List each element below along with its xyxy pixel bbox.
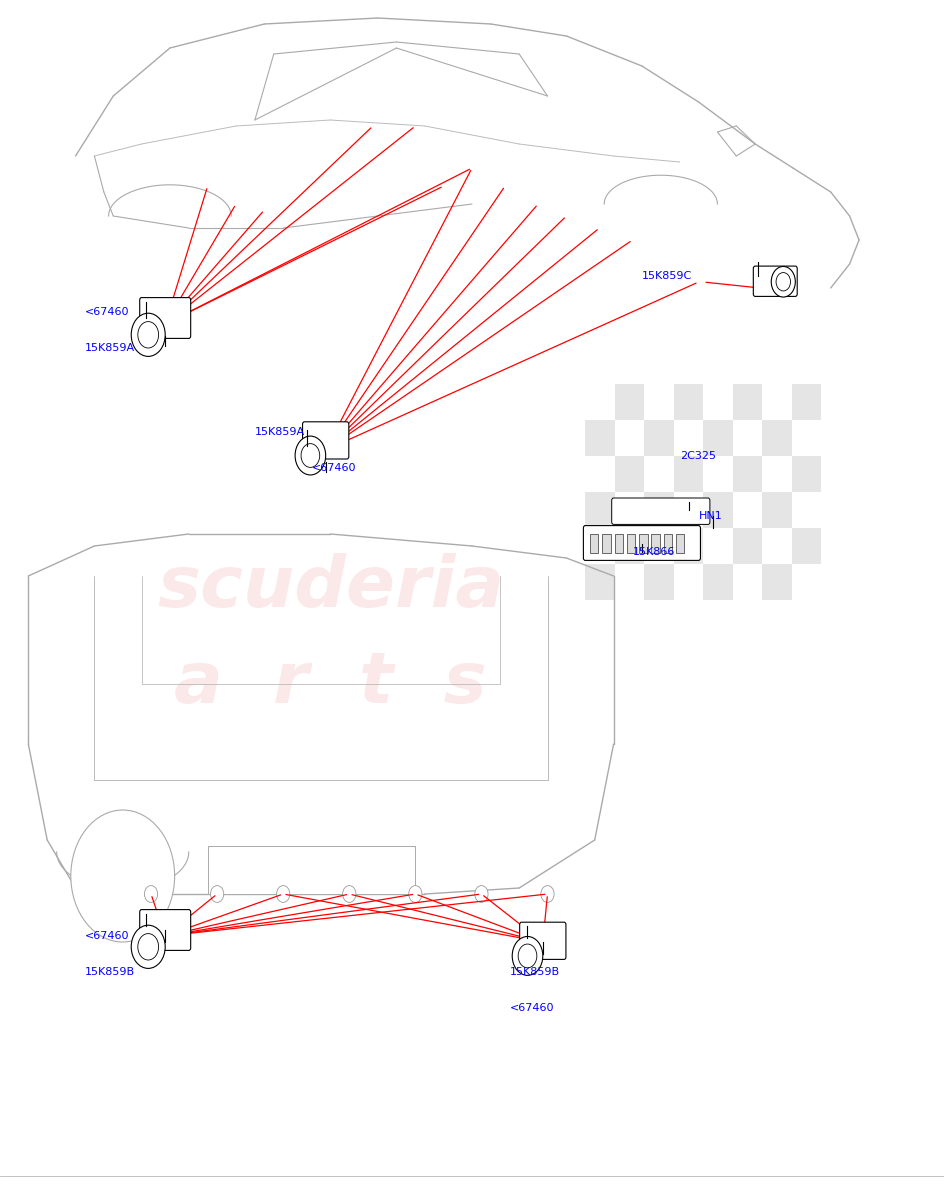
Bar bbox=[674, 456, 703, 492]
Text: HN1: HN1 bbox=[699, 511, 722, 521]
Bar bbox=[792, 528, 821, 564]
Circle shape bbox=[771, 266, 795, 298]
Circle shape bbox=[131, 925, 165, 968]
Circle shape bbox=[475, 886, 488, 902]
Bar bbox=[615, 456, 644, 492]
Bar bbox=[703, 420, 733, 456]
Circle shape bbox=[343, 886, 356, 902]
Bar bbox=[644, 492, 674, 528]
FancyBboxPatch shape bbox=[583, 526, 700, 560]
Bar bbox=[792, 456, 821, 492]
Circle shape bbox=[211, 886, 224, 902]
Text: 15K859A: 15K859A bbox=[255, 427, 305, 437]
Text: <67460: <67460 bbox=[85, 931, 129, 941]
Bar bbox=[602, 534, 611, 553]
Bar bbox=[644, 420, 674, 456]
Bar bbox=[664, 534, 672, 553]
Text: 15K866: 15K866 bbox=[632, 547, 675, 557]
Text: 15K859B: 15K859B bbox=[85, 967, 135, 977]
Circle shape bbox=[131, 313, 165, 356]
Bar bbox=[585, 420, 615, 456]
Bar bbox=[585, 492, 615, 528]
Text: 15K859A: 15K859A bbox=[85, 343, 135, 353]
Circle shape bbox=[776, 272, 790, 290]
Bar bbox=[676, 534, 684, 553]
Bar bbox=[615, 534, 623, 553]
Text: 15K859B: 15K859B bbox=[510, 967, 560, 977]
Bar bbox=[651, 534, 660, 553]
Bar bbox=[615, 384, 644, 420]
FancyBboxPatch shape bbox=[612, 498, 710, 524]
Text: <67460: <67460 bbox=[510, 1003, 554, 1013]
Bar bbox=[674, 528, 703, 564]
Circle shape bbox=[513, 936, 543, 976]
Bar bbox=[733, 528, 763, 564]
Circle shape bbox=[409, 886, 422, 902]
Bar bbox=[208, 846, 415, 894]
Circle shape bbox=[144, 886, 158, 902]
Bar bbox=[763, 564, 792, 600]
Bar bbox=[792, 384, 821, 420]
Circle shape bbox=[295, 436, 326, 475]
Circle shape bbox=[277, 886, 290, 902]
Circle shape bbox=[518, 944, 537, 967]
FancyBboxPatch shape bbox=[519, 922, 566, 960]
FancyBboxPatch shape bbox=[140, 298, 191, 338]
Text: 15K859C: 15K859C bbox=[642, 271, 692, 281]
Circle shape bbox=[301, 444, 320, 468]
Circle shape bbox=[138, 934, 159, 960]
FancyBboxPatch shape bbox=[753, 266, 798, 296]
Bar bbox=[703, 492, 733, 528]
Text: <67460: <67460 bbox=[312, 463, 356, 473]
Bar bbox=[639, 534, 648, 553]
Bar bbox=[627, 534, 635, 553]
Circle shape bbox=[138, 322, 159, 348]
FancyBboxPatch shape bbox=[140, 910, 191, 950]
Bar bbox=[585, 564, 615, 600]
Bar bbox=[615, 528, 644, 564]
Circle shape bbox=[71, 810, 175, 942]
Bar bbox=[733, 456, 763, 492]
Circle shape bbox=[541, 886, 554, 902]
Bar bbox=[763, 420, 792, 456]
Bar bbox=[590, 534, 598, 553]
Bar bbox=[763, 492, 792, 528]
Bar bbox=[674, 384, 703, 420]
Bar bbox=[703, 564, 733, 600]
Text: scuderia
a  r  t  s: scuderia a r t s bbox=[157, 553, 504, 719]
Text: 2C325: 2C325 bbox=[680, 451, 716, 461]
Bar bbox=[644, 564, 674, 600]
Bar bbox=[733, 384, 763, 420]
Text: <67460: <67460 bbox=[85, 307, 129, 317]
FancyBboxPatch shape bbox=[302, 422, 348, 460]
